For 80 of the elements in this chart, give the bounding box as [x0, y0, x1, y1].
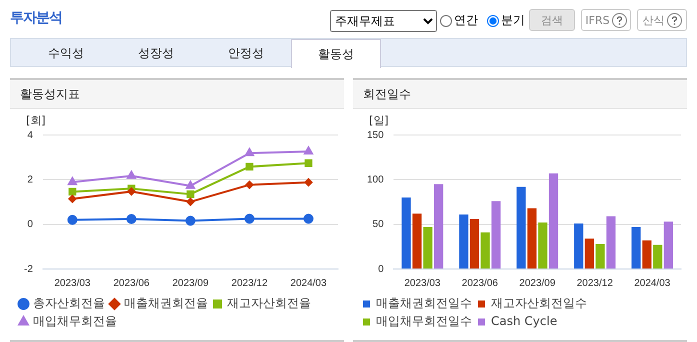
bar	[548, 173, 558, 268]
text: 성장성	[137, 45, 175, 62]
text: 투자분석	[10, 9, 62, 27]
x-tick-label: 2023/09	[519, 278, 556, 289]
text: 수익성	[47, 45, 85, 62]
point	[245, 180, 254, 189]
y-tick-label: 0	[378, 264, 384, 275]
point	[304, 159, 312, 167]
bar	[470, 218, 480, 268]
x-tick-label: 2024/03	[290, 278, 327, 289]
point	[185, 216, 196, 226]
point	[186, 180, 195, 189]
legend-label: 재고자산회전율	[227, 296, 311, 310]
text: 검색	[529, 9, 575, 31]
x-tick-label: 2023/12	[231, 278, 268, 289]
bar	[606, 216, 616, 268]
bar	[491, 201, 501, 268]
bar	[527, 208, 537, 268]
text: 활동성	[291, 39, 381, 68]
legend-label: 매출채권회전율	[124, 296, 208, 310]
legend-label: 매출채권회전일수	[376, 296, 472, 310]
x-tick-label: 2023/03	[54, 278, 91, 289]
bar	[596, 244, 605, 268]
point	[68, 188, 76, 196]
bar	[423, 227, 432, 268]
bar	[516, 186, 526, 268]
y-axis-title: [일]	[369, 114, 389, 127]
bar	[632, 227, 641, 268]
x-tick-label: 2024/03	[634, 278, 671, 289]
bar	[412, 214, 422, 268]
point	[246, 162, 254, 171]
legend-label: 매입채무회전일수	[376, 314, 472, 328]
y-tick-label: 50	[372, 219, 384, 230]
point	[245, 148, 254, 156]
bar	[538, 222, 548, 268]
chart-title: 회전일수	[353, 80, 687, 109]
text: 안정성	[227, 45, 265, 62]
x-tick-label: 2023/06	[462, 278, 498, 289]
bar	[653, 244, 662, 268]
legend-label: Cash Cycle	[491, 314, 558, 328]
y-axis-title: [회]	[26, 114, 46, 127]
x-tick-label: 2023/06	[113, 278, 150, 289]
text: 분기	[500, 12, 525, 29]
legend-label: 재고자산회전일수	[491, 296, 587, 310]
bar	[664, 222, 674, 268]
y-tick-label: 100	[366, 174, 384, 186]
point	[68, 177, 77, 186]
text: IFRS	[581, 9, 631, 31]
text: 주재무제표	[330, 10, 437, 32]
point	[68, 194, 76, 203]
legend-label: 매입채무회전율	[33, 314, 117, 328]
point	[244, 214, 254, 224]
bar	[459, 214, 468, 268]
point	[186, 198, 194, 206]
point	[67, 214, 78, 225]
bar	[402, 198, 411, 268]
text: 산식	[637, 9, 687, 31]
y-tick-label: 0	[27, 219, 34, 230]
point	[127, 188, 136, 196]
bar	[434, 184, 444, 268]
point	[126, 170, 136, 179]
chart-title: 활동성지표	[10, 80, 344, 109]
text: 연간	[453, 12, 478, 29]
x-tick-label: 2023/12	[576, 278, 614, 289]
x-tick-label: 2023/03	[404, 278, 441, 289]
bar	[574, 223, 584, 268]
point	[186, 190, 194, 198]
y-tick-label: 150	[366, 130, 384, 141]
x-tick-label: 2023/09	[172, 278, 209, 289]
y-tick-label: 2	[27, 174, 34, 186]
bar	[584, 238, 594, 268]
point	[126, 214, 136, 224]
point	[303, 214, 314, 224]
point	[304, 146, 313, 155]
point	[304, 178, 312, 186]
y-tick-label: 4	[27, 130, 34, 141]
bar	[480, 232, 490, 268]
y-tick-label: -2	[24, 264, 34, 275]
legend-label: 총자산회전율	[33, 296, 105, 310]
bar	[642, 240, 652, 268]
